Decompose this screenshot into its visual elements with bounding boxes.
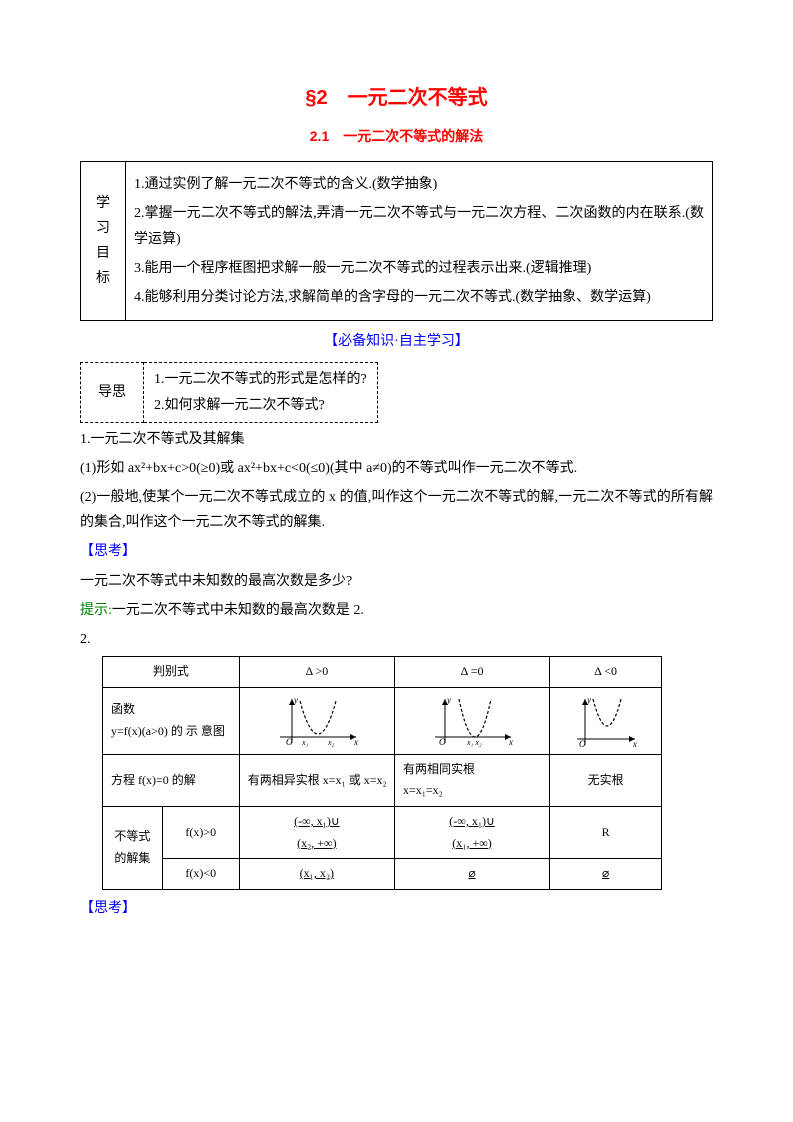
sol-pos-two-roots-a: (-∞, x₁)∪: [294, 814, 340, 828]
svg-text:O: O: [439, 737, 446, 747]
sol-pos-two-roots-b: (x₂, +∞): [297, 836, 337, 850]
guide-q1: 1.一元二次不等式的形式是怎样的?: [154, 367, 367, 392]
graph-cell-two-roots: O y x x₁ x₂: [239, 687, 394, 754]
hint-text: 一元二次不等式中未知数的最高次数是 2.: [112, 603, 364, 618]
sol-neg-no-root: ⌀: [550, 859, 662, 890]
svg-text:x₂: x₂: [327, 738, 335, 747]
think-question-1: 一元二次不等式中未知数的最高次数是多少?: [80, 569, 713, 594]
think-label-2: 【思考】: [80, 896, 713, 921]
title-sub: 2.1 一元二次不等式的解法: [80, 124, 713, 149]
sol-neg-one-root: ⌀: [394, 859, 549, 890]
guide-table: 导思 1.一元二次不等式的形式是怎样的? 2.如何求解一元二次不等式?: [80, 362, 378, 422]
hint-label: 提示:: [80, 603, 112, 618]
hint-line: 提示:一元二次不等式中未知数的最高次数是 2.: [80, 598, 713, 623]
obj-char-1: 学: [89, 191, 117, 216]
table-row: 不等式的解集 f(x)>0 (-∞, x₁)∪ (x₂, +∞) (-∞, x₁…: [103, 806, 662, 858]
discriminant-table: 判别式 Δ >0 Δ =0 Δ <0 函数 y=f(x)(a>0) 的 示 意图…: [102, 656, 662, 890]
sol-pos-two-roots: (-∞, x₁)∪ (x₂, +∞): [239, 806, 394, 858]
obj-char-4: 标: [89, 266, 117, 291]
sol-pos-one-root: (-∞, x₁)∪ (x₁, +∞): [394, 806, 549, 858]
svg-text:x: x: [508, 737, 513, 747]
sol-pos-one-root-a: (-∞, x₁)∪: [449, 814, 495, 828]
title-main: §2 一元二次不等式: [80, 80, 713, 116]
svg-text:y: y: [446, 695, 451, 705]
paragraph-1: (1)形如 ax²+bx+c>0(≥0)或 ax²+bx+c<0(≤0)(其中 …: [80, 456, 713, 481]
graph-cell-no-root: O y x: [550, 687, 662, 754]
sol-pos-no-root: R: [550, 806, 662, 858]
parabola-no-root-icon: O y x: [571, 693, 641, 749]
svg-text:x₁: x₁: [301, 738, 309, 747]
heading-2: 2.: [80, 627, 713, 652]
row-function-label: 函数 y=f(x)(a>0) 的 示 意图: [103, 687, 240, 754]
table-row: 判别式 Δ >0 Δ =0 Δ <0: [103, 657, 662, 688]
sol-pos-one-root-b: (x₁, +∞): [452, 836, 492, 850]
objective-item-1: 1.通过实例了解一元二次不等式的含义.(数学抽象): [134, 172, 704, 197]
row-equation-label: 方程 f(x)=0 的解: [103, 754, 240, 806]
graph-cell-one-root: O y x x₁ x₂: [394, 687, 549, 754]
objective-item-3: 3.能用一个程序框图把求解一般一元二次不等式的过程表示出来.(逻辑推理): [134, 256, 704, 281]
parabola-one-root-icon: O y x x₁ x₂: [427, 693, 517, 749]
objective-item-2: 2.掌握一元二次不等式的解法,弄清一元二次不等式与一元二次方程、二次函数的内在联…: [134, 201, 704, 251]
guide-questions-cell: 1.一元二次不等式的形式是怎样的? 2.如何求解一元二次不等式?: [144, 363, 378, 422]
svg-text:x: x: [353, 737, 358, 747]
row-fx-lt-0: f(x)<0: [162, 859, 239, 890]
eq-sol-two-roots: 有两相异实根 x=x₁ 或 x=x₂: [239, 754, 394, 806]
guide-label: 导思: [81, 363, 144, 422]
svg-text:y: y: [293, 695, 298, 705]
header-d-eq-0: Δ =0: [394, 657, 549, 688]
objectives-label-cell: 学 习 目 标: [81, 162, 126, 321]
paragraph-2: (2)一般地,使某个一元二次不等式成立的 x 的值,叫作这个一元二次不等式的解,…: [80, 485, 713, 535]
eq-sol-one-root: 有两相同实根 x=x₁=x₂: [394, 754, 549, 806]
parabola-two-roots-icon: O y x x₁ x₂: [272, 693, 362, 749]
table-row: 函数 y=f(x)(a>0) 的 示 意图 O y x x₁ x₂: [103, 687, 662, 754]
objectives-content-cell: 1.通过实例了解一元二次不等式的含义.(数学抽象) 2.掌握一元二次不等式的解法…: [126, 162, 713, 321]
objectives-table: 学 习 目 标 1.通过实例了解一元二次不等式的含义.(数学抽象) 2.掌握一元…: [80, 161, 713, 321]
eq-sol-no-root: 无实根: [550, 754, 662, 806]
svg-text:x: x: [632, 739, 637, 749]
guide-q2: 2.如何求解一元二次不等式?: [154, 393, 367, 418]
table-row: f(x)<0 (x₁, x₂) ⌀ ⌀: [103, 859, 662, 890]
objective-item-4: 4.能够利用分类讨论方法,求解简单的含字母的一元二次不等式.(数学抽象、数学运算…: [134, 285, 704, 310]
header-d-gt-0: Δ >0: [239, 657, 394, 688]
row-fx-gt-0: f(x)>0: [162, 806, 239, 858]
heading-1: 1.一元二次不等式及其解集: [80, 427, 713, 452]
row-inequality-label: 不等式的解集: [103, 806, 163, 889]
table-row: 方程 f(x)=0 的解 有两相异实根 x=x₁ 或 x=x₂ 有两相同实根 x…: [103, 754, 662, 806]
section-banner: 【必备知识·自主学习】: [80, 329, 713, 354]
header-discriminant: 判别式: [103, 657, 240, 688]
svg-text:O: O: [579, 739, 586, 749]
obj-char-2: 习: [89, 216, 117, 241]
document-page: §2 一元二次不等式 2.1 一元二次不等式的解法 学 习 目 标 1.通过实例…: [0, 0, 793, 1122]
obj-char-3: 目: [89, 241, 117, 266]
sol-neg-two-roots: (x₁, x₂): [239, 859, 394, 890]
header-d-lt-0: Δ <0: [550, 657, 662, 688]
think-label-1: 【思考】: [80, 539, 713, 564]
svg-text:x₁ x₂: x₁ x₂: [466, 738, 482, 747]
svg-text:y: y: [586, 695, 591, 705]
svg-text:O: O: [286, 737, 293, 747]
